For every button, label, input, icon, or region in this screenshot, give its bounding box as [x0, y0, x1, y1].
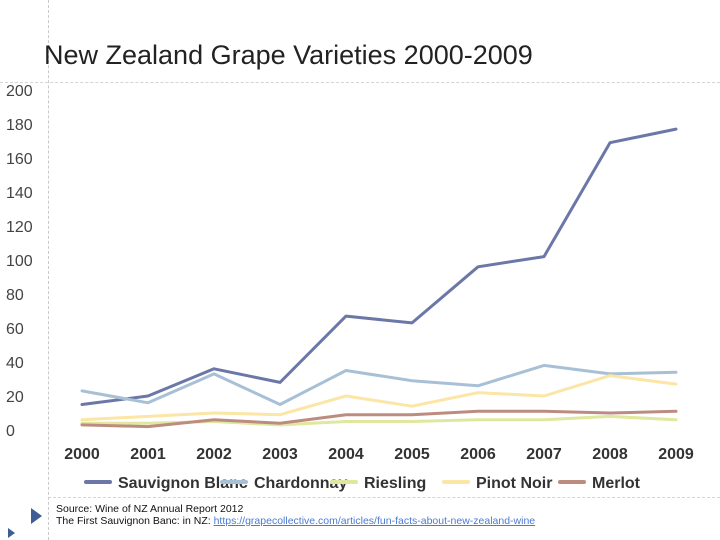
reference-link[interactable]: https://grapecollective.com/articles/fun… [213, 515, 536, 527]
y-tick-label: 80 [6, 287, 24, 304]
x-tick-label: 2003 [262, 446, 298, 463]
y-tick-label: 120 [6, 219, 33, 236]
y-tick-label: 140 [6, 185, 33, 202]
y-tick-label: 160 [6, 151, 33, 168]
x-axis: 2000 2001 2002 2003 2004 2005 2006 2007 2008 2009 [64, 446, 694, 463]
x-tick-label: 2006 [460, 446, 496, 463]
legend: Sauvignon Blanc Chardonnay Riesling Pinot N… [84, 475, 641, 492]
y-tick-label: 0 [6, 423, 15, 440]
x-tick-label: 2002 [196, 446, 232, 463]
chart-title: New Zealand Grape Varieties 2000-2009 [44, 40, 533, 70]
y-axis: 0 20 40 60 80 100 120 140 160 180 200 [6, 83, 33, 440]
x-tick-label: 2001 [130, 446, 166, 463]
x-tick-label: 2009 [658, 446, 694, 463]
small-arrow-icon [8, 528, 15, 538]
source-line: Source: Wine of NZ Annual Report 2012 [56, 503, 244, 515]
reference-line: The First Sauvignon Banc: in NZ: https:/… [56, 515, 535, 527]
reference-text: The First Sauvignon Banc: in NZ: [56, 515, 214, 527]
source-note: Source: Wine of NZ Annual Report 2012 Th… [56, 503, 535, 527]
series-line [80, 127, 678, 406]
y-tick-label: 20 [6, 389, 24, 406]
x-tick-label: 2007 [526, 446, 562, 463]
x-tick-label: 2004 [328, 446, 364, 463]
x-tick-label: 2008 [592, 446, 628, 463]
line-chart: 0 20 40 60 80 100 120 140 160 180 200 2000 2001 2002… [6, 83, 694, 492]
left-guide-line [48, 0, 50, 540]
bullet-arrow-icon [31, 508, 42, 524]
y-tick-label: 100 [6, 253, 33, 270]
y-tick-label: 200 [6, 83, 33, 100]
y-tick-label: 60 [6, 321, 24, 338]
series-lines [80, 127, 678, 429]
legend-label: Chardonnay [254, 475, 347, 492]
series-line [80, 409, 678, 429]
series-line [80, 363, 678, 406]
series-line [80, 374, 678, 422]
x-tick-label: 2000 [64, 446, 100, 463]
x-tick-label: 2005 [394, 446, 430, 463]
legend-label: Riesling [364, 475, 426, 492]
title-divider [0, 82, 720, 84]
y-tick-label: 40 [6, 355, 24, 372]
footer-divider [48, 497, 720, 499]
legend-label: Pinot Noir [476, 475, 552, 492]
y-tick-label: 180 [6, 117, 33, 134]
legend-label: Merlot [592, 475, 641, 492]
legend-label: Sauvignon Blanc [118, 475, 248, 492]
